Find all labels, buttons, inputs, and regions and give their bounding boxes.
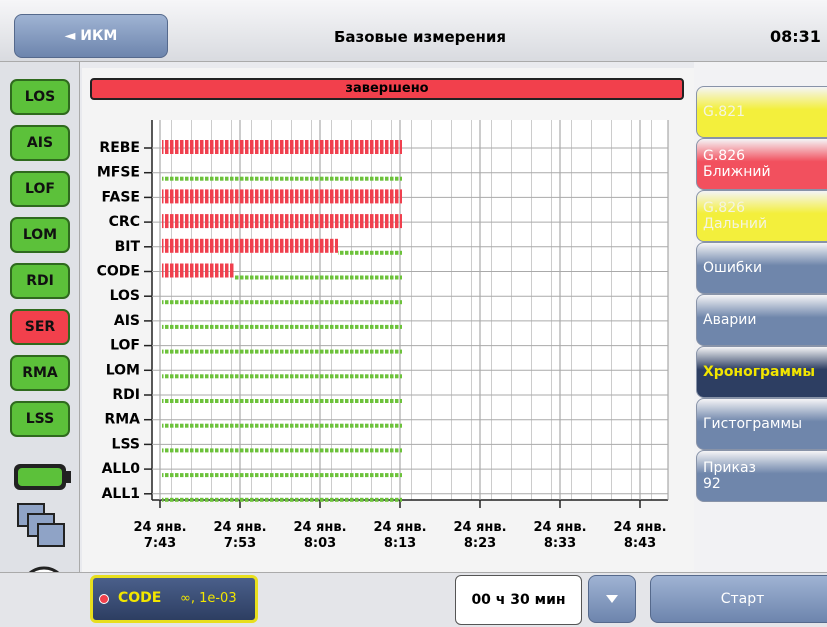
back-button[interactable]: ◄ ИКМ — [14, 14, 168, 58]
y-tick-label: LOF — [110, 338, 140, 354]
tab[interactable]: Приказ 92 — [696, 450, 827, 502]
battery-tip — [66, 471, 71, 483]
event-indicator[interactable] — [90, 575, 258, 623]
y-tick-label: RDI — [112, 387, 140, 403]
ok-segment — [162, 423, 402, 428]
clock: 08:31 — [770, 27, 821, 46]
ok-segment — [162, 399, 402, 403]
indicator[interactable]: SER — [10, 309, 70, 345]
indicator[interactable]: LOM — [10, 217, 70, 253]
y-tick-label: MFSE — [97, 165, 140, 181]
plot-area — [152, 120, 668, 500]
ok-segment — [162, 176, 402, 181]
y-tick-label: BIT — [115, 239, 141, 255]
tab[interactable]: Аварии — [696, 294, 827, 346]
dropdown-arrow — [606, 595, 618, 603]
indicator[interactable]: LOF — [10, 171, 70, 207]
tab[interactable]: Хронограммы — [696, 346, 827, 398]
ok-segment — [162, 374, 402, 379]
tab[interactable]: G.826 Ближний — [696, 138, 827, 190]
tab[interactable]: Гистограммы — [696, 398, 827, 450]
ok-segment — [162, 349, 402, 354]
error-segment — [162, 214, 402, 229]
y-tick-label: RMA — [104, 412, 140, 428]
y-tick-label: ALL1 — [102, 486, 140, 502]
error-segment — [162, 140, 402, 154]
indicator[interactable]: RDI — [10, 263, 70, 299]
duration-field[interactable]: 00 ч 30 мин — [455, 575, 582, 625]
ok-segment — [162, 324, 402, 329]
x-tick-label: 24 янв. 7:43 — [133, 520, 187, 551]
battery-level — [18, 468, 62, 486]
x-tick-label: 24 янв. 8:13 — [373, 520, 427, 551]
ok-segment — [234, 275, 402, 280]
indicator[interactable]: RMA — [10, 355, 70, 391]
ok-segment — [162, 300, 402, 305]
x-tick-label: 24 янв. 8:23 — [453, 520, 507, 551]
event-detail: ∞, 1e-03 — [180, 591, 237, 606]
y-tick-label: LSS — [112, 436, 140, 452]
y-tick-label: AIS — [114, 313, 140, 329]
indicator[interactable]: AIS — [10, 125, 70, 161]
y-tick-label: REBE — [99, 140, 140, 156]
window-icon[interactable] — [37, 523, 65, 547]
error-segment — [162, 189, 402, 204]
y-tick-label: CRC — [109, 214, 140, 230]
y-tick-label: FASE — [102, 189, 140, 205]
tab[interactable]: G.821 — [696, 86, 827, 138]
y-tick-label: CODE — [97, 264, 140, 280]
x-tick-label: 24 янв. 7:53 — [213, 520, 267, 551]
error-segment — [162, 263, 234, 278]
title: Базовые измерения — [333, 28, 507, 46]
indicator[interactable]: LOS — [10, 79, 70, 115]
x-tick-label: 24 янв. 8:33 — [533, 520, 587, 551]
event-dot — [99, 594, 109, 604]
ok-segment — [162, 473, 402, 478]
error-segment — [162, 238, 338, 253]
ok-segment — [338, 250, 402, 255]
indicator[interactable]: LSS — [10, 401, 70, 437]
tab[interactable]: Ошибки — [696, 242, 827, 294]
y-tick-label: ALL0 — [102, 461, 141, 477]
y-tick-label: LOS — [110, 288, 140, 304]
ok-segment — [162, 448, 402, 453]
tab[interactable]: G.826 Дальний — [696, 190, 827, 242]
start-button[interactable]: Старт — [650, 575, 827, 623]
duration-dropdown[interactable] — [588, 575, 636, 623]
ok-segment — [162, 497, 402, 502]
x-tick-label: 24 янв. 8:43 — [613, 520, 667, 551]
event-name: CODE — [118, 590, 162, 606]
y-tick-label: LOM — [106, 362, 140, 378]
x-tick-label: 24 янв. 8:03 — [293, 520, 347, 551]
status-bar: завершено — [90, 78, 684, 100]
